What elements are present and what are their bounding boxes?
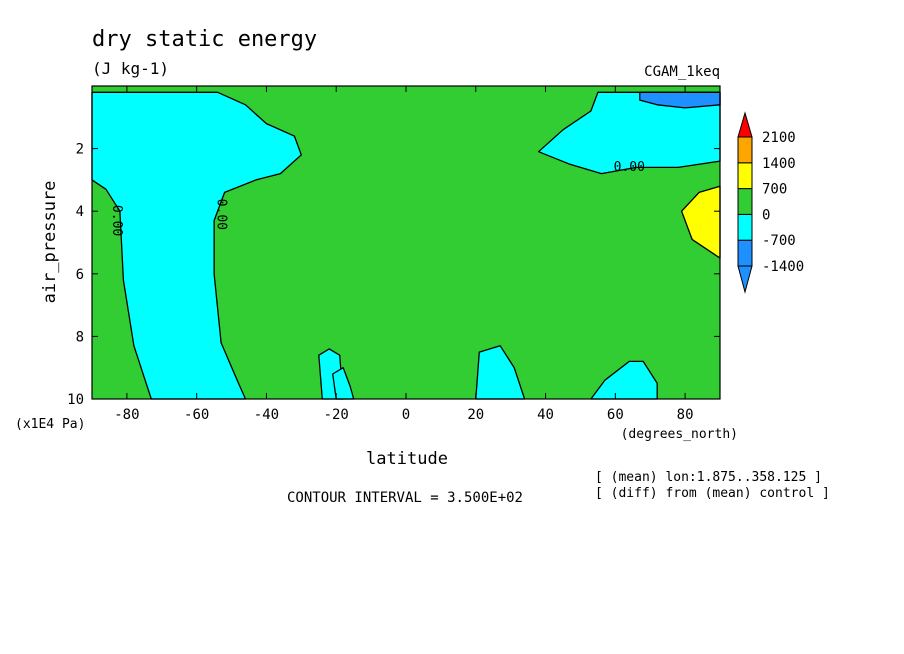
colorbar-level-label: -700	[762, 233, 796, 249]
x-tick-label: -60	[184, 407, 209, 423]
colorbar-segment	[737, 213, 753, 241]
colorbar-level-label: 700	[762, 182, 787, 198]
colorbar-high-arrow	[737, 111, 753, 138]
colorbar-segment	[737, 239, 753, 267]
y-axis-label: air_pressure	[40, 181, 60, 304]
x-tick-label: 20	[467, 407, 484, 423]
contour-interval: CONTOUR INTERVAL = 3.500E+02	[287, 490, 523, 506]
colorbar-level-label: 2100	[762, 130, 796, 146]
plot-area: 0.00 0.00 0.00	[91, 86, 721, 400]
note-line-2: [ (diff) from (mean) control ]	[595, 486, 830, 501]
colorbar-level-label: -1400	[762, 259, 804, 275]
y-tick-label: 2	[76, 142, 84, 158]
y-tick-label: 10	[67, 392, 84, 408]
contour-label-1: 0.00	[214, 199, 229, 230]
colorbar: -1400 -700 0 700 1400 2100	[737, 111, 804, 294]
chart-units: (J kg-1)	[92, 59, 169, 78]
x-axis-label: latitude	[366, 449, 448, 469]
contour-label-0: 0.00	[109, 205, 124, 236]
x-tick-label: -40	[254, 407, 279, 423]
x-tick-label: 80	[677, 407, 694, 423]
y-axis-units: (x1E4 Pa)	[15, 417, 85, 432]
colorbar-level-label: 0	[762, 207, 770, 223]
x-tick-label: 60	[607, 407, 624, 423]
colorbar-segment	[737, 162, 753, 190]
contour-region-0	[91, 91, 302, 400]
colorbar-segment	[737, 188, 753, 215]
y-tick-label: 8	[76, 329, 84, 345]
y-tick-label: 6	[76, 267, 84, 283]
x-tick-label: 40	[537, 407, 554, 423]
contour-label-2: 0.00	[614, 160, 645, 175]
x-tick-label: 0	[402, 407, 410, 423]
chart-title: dry static energy	[92, 27, 317, 52]
colorbar-segment	[737, 136, 753, 164]
x-axis-units: (degrees_north)	[621, 427, 738, 442]
y-tick-label: 4	[76, 204, 84, 220]
dataset-label: CGAM_1keq	[644, 64, 720, 80]
axes: -80 -60 -40 -20 0 20 40 60 80 2 4 6 8 10	[67, 85, 721, 423]
x-tick-label: -80	[114, 407, 139, 423]
x-tick-label: -20	[324, 407, 349, 423]
note-line-1: [ (mean) lon:1.875..358.125 ]	[595, 470, 822, 485]
colorbar-low-arrow	[737, 265, 753, 294]
colorbar-level-label: 1400	[762, 156, 796, 172]
